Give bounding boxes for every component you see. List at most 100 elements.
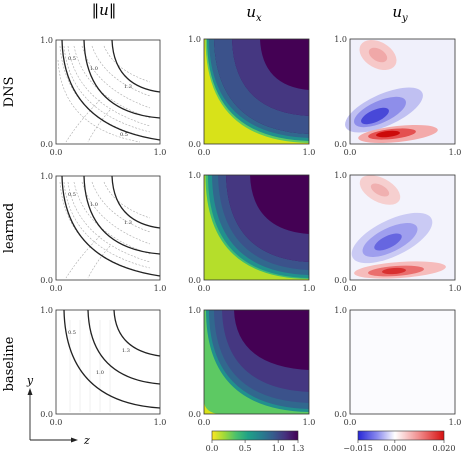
colorbar-tick-label: 0.5 [239,444,252,453]
panel-frame [55,309,161,415]
y-tick-label: 1.0 [334,35,347,44]
colorbar-tick-label: 0.000 [383,444,406,453]
x-tick-label: 0.0 [198,148,211,157]
col-title-uy-sub: y [401,13,408,24]
x-tick-label: 1.0 [154,284,167,293]
x-tick-label: 1.0 [449,148,462,157]
y-tick-label: 1.0 [40,172,53,181]
colorbar-uy [357,430,445,441]
y-tick-label: 1.0 [40,306,53,315]
y-tick-label: 1.0 [188,306,201,315]
uy-pos-lobe [376,130,400,138]
panel-baseline-norm: 0.5 1.0 1.3 [55,309,161,415]
colorbar-tick-label: 1.3 [292,444,305,453]
row-label-baseline: baseline [2,336,17,391]
y-tick-label: 0.0 [40,140,53,149]
panel-frame [203,174,310,281]
x-tick-label: 0.0 [50,148,63,157]
col-title-ux: ux [246,3,262,24]
row-label-learned: learned [2,203,17,253]
contour-label: 1.3 [124,220,132,226]
ux-contour-fill [204,175,309,280]
col-title-ux-sub: x [256,13,262,24]
x-tick-label: 1.0 [154,418,167,427]
panel-frame [349,309,456,415]
x-tick-label: 1.0 [303,284,316,293]
tick-labels: 1.00.00.0 1.01.00.00.0 1.01.00.00.0 1.01.00… [40,35,461,427]
uy-pos-lobe [370,183,390,197]
panel-learned-ux [203,174,310,281]
ux-contour-fill [204,310,309,414]
x-tick-label: 0.0 [198,284,211,293]
panel-dns-norm: 0.5 1.0 1.3 0.5 [55,39,161,145]
uy-pos-lobe [382,267,406,275]
y-tick-label: 1.0 [188,35,201,44]
panel-dns-uy [345,38,456,145]
inset-axes [27,388,78,443]
colorbar-tick-label: 1.0 [272,444,285,453]
y-tick-label: 0.0 [40,410,53,419]
col-title-norm: ‖u‖ [92,1,117,19]
y-tick-label: 1.0 [188,171,201,180]
x-tick-label: 0.0 [344,284,357,293]
contour-label: 0.5 [68,192,76,198]
panel-learned-uy [349,174,456,281]
panel-frame [349,174,456,281]
y-tick-label: 0.0 [188,140,201,149]
contours [61,175,161,277]
panel-baseline-ux [203,309,310,415]
colorbar-tick-label: −0.015 [343,444,373,453]
panel-baseline-uy [349,309,456,415]
x-tick-label: 0.0 [198,418,211,427]
axis-y-label: y [26,374,34,387]
x-tick-label: 1.0 [154,148,167,157]
uy-neg-lobe [374,233,402,251]
y-tick-label: 0.0 [334,140,347,149]
panel-frame [349,38,456,145]
contours [63,309,161,409]
contour-label: 0.5 [68,56,76,62]
panel-frame [203,309,310,415]
contour-label: 0.5 [120,132,128,138]
x-tick-label: 1.0 [303,418,316,427]
y-tick-label: 0.0 [334,276,347,285]
ux-contour-fill [214,39,309,134]
x-tick-label: 1.0 [449,418,462,427]
panel-frame [203,38,310,145]
x-tick-label: 1.0 [449,284,462,293]
col-title-uy: uy [392,3,408,24]
contour-label: 0.5 [68,330,76,336]
contour-label: 1.0 [90,202,98,208]
colorbar-ux [211,430,299,441]
colorbar-ticks: 0.0 0.5 1.0 1.3 −0.015 0.000 0.020 [206,440,456,453]
uy-base [350,310,455,414]
y-tick-label: 1.0 [40,36,53,45]
y-tick-label: 0.0 [40,276,53,285]
ux-contour-fill [232,39,309,116]
ux-contour-fill [204,400,220,414]
x-tick-label: 0.0 [50,418,63,427]
y-tick-label: 0.0 [188,276,201,285]
col-title-uy-main: u [392,3,402,21]
y-tick-label: 1.0 [334,171,347,180]
x-tick-label: 0.0 [344,148,357,157]
panel-learned-norm: 0.5 1.0 1.3 [55,175,161,281]
panel-frame [55,175,161,281]
contours [61,39,161,141]
x-tick-label: 0.0 [50,284,63,293]
x-tick-label: 1.0 [303,148,316,157]
uy-neg-lobe [361,107,389,125]
contour-label: 1.3 [124,84,132,90]
contour-label: 1.0 [90,66,98,72]
colorbar-tick-label: 0.020 [433,444,456,453]
contour-label: 1.3 [122,348,130,354]
ux-contour-fill [204,39,309,144]
x-tick-label: 0.0 [344,418,357,427]
uy-pos-lobe [368,47,388,63]
y-tick-label: 0.0 [334,410,347,419]
col-title-ux-main: u [246,3,256,21]
y-tick-label: 0.0 [188,410,201,419]
axis-z-label: z [83,434,90,447]
panel-dns-ux [203,38,310,145]
